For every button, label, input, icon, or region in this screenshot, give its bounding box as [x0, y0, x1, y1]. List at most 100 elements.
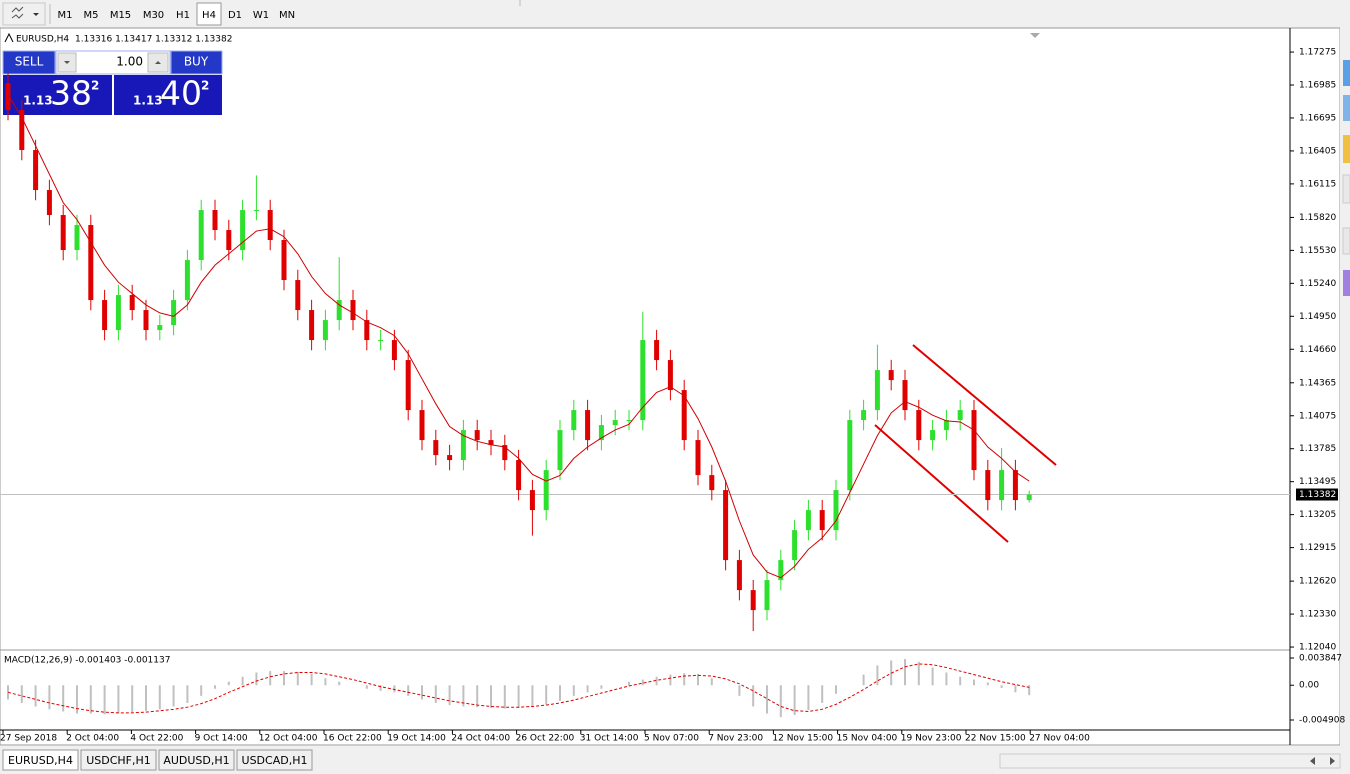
candle-body: [226, 230, 232, 251]
tab[interactable]: [236, 749, 313, 771]
timeframe-button[interactable]: W1: [253, 10, 269, 21]
current-price-label: 1.13382: [1299, 490, 1336, 500]
candle-body: [281, 240, 287, 281]
candle-body: [5, 83, 11, 111]
candle-body: [709, 475, 715, 491]
trend-line: [912, 344, 1057, 466]
dropdown-arrow: [33, 13, 39, 16]
candle-body: [723, 490, 729, 561]
candle-body: [88, 225, 94, 301]
sell-label: SELL: [15, 55, 44, 69]
x-tick-label: 4 Oct 22:00: [130, 734, 183, 744]
tab[interactable]: [158, 749, 235, 771]
tab-active[interactable]: [2, 749, 79, 771]
scrollbar[interactable]: [999, 753, 1341, 769]
buy-price-pips: 40: [160, 74, 202, 113]
candle-body: [102, 300, 108, 331]
candle-body: [888, 370, 894, 381]
x-tick-label: 5 Nov 07:00: [644, 734, 699, 744]
tools-button[interactable]: [2, 2, 46, 26]
candle-body: [184, 260, 190, 301]
sell-price-frac: 2: [91, 79, 99, 93]
x-tick-label: 9 Oct 14:00: [195, 734, 248, 744]
candle-body: [253, 210, 259, 212]
timeframe-button[interactable]: D1: [228, 10, 242, 21]
candle-body: [60, 215, 66, 251]
candle-body: [157, 325, 163, 331]
candle-body: [336, 300, 342, 321]
candle-body: [847, 420, 853, 491]
candle-body: [557, 430, 563, 471]
tab-label: EURUSD,H4: [8, 754, 73, 767]
side-icon: [1342, 174, 1350, 204]
side-icon: [1343, 270, 1350, 296]
tab-label: USDCHF,H1: [86, 754, 151, 767]
candle-body: [295, 280, 301, 311]
candle-body: [626, 420, 632, 422]
candle-body: [1026, 494, 1032, 501]
candle-body: [916, 410, 922, 441]
candle-body: [19, 110, 25, 151]
y-tick-label: 1.14660: [1299, 345, 1336, 355]
candle-body: [943, 420, 949, 431]
timeframe-button[interactable]: H1: [176, 10, 190, 21]
y-tick-label: 1.12620: [1299, 577, 1336, 587]
arrow-up: [155, 61, 161, 64]
sell-button[interactable]: [2, 50, 56, 75]
current-price-box: [1296, 488, 1338, 501]
timeframe-button[interactable]: M30: [143, 10, 164, 21]
y-tick-label: 1.14075: [1299, 411, 1336, 421]
symbol-ohlc: 1.13316 1.13417 1.13312 1.13382: [75, 35, 232, 45]
scroll-arrows: [1310, 757, 1335, 765]
timeframe-button[interactable]: M15: [110, 10, 131, 21]
tab[interactable]: [80, 749, 157, 771]
x-tick-label: 27 Sep 2018: [0, 734, 57, 744]
symbol-name: EURUSD,H4: [16, 35, 69, 45]
candle-body: [171, 300, 177, 326]
candle-body: [571, 410, 577, 431]
x-tick-label: 2 Oct 04:00: [66, 734, 119, 744]
x-tick-label: 16 Oct 22:00: [323, 734, 382, 744]
sell-price-box[interactable]: [3, 75, 112, 115]
tab-label: AUDUSD,H1: [163, 754, 229, 767]
side-icon: [1343, 135, 1350, 163]
candle-body: [474, 430, 480, 441]
candle-body: [378, 340, 384, 342]
buy-price-box[interactable]: [114, 75, 222, 115]
timeframe-button[interactable]: M5: [84, 10, 99, 21]
candle-body: [309, 310, 315, 341]
candle-body: [985, 470, 991, 501]
candle-body: [115, 295, 121, 331]
buy-price-big: 1.13: [133, 94, 163, 108]
candle-body: [74, 225, 80, 251]
moving-average: [7, 94, 1030, 579]
buy-label: BUY: [184, 55, 209, 69]
candle-body: [598, 425, 604, 441]
candle-body: [736, 560, 742, 591]
y-tick-label: 1.16985: [1299, 81, 1336, 91]
candle-body: [516, 460, 522, 491]
y-tick-label: 1.14950: [1299, 312, 1336, 322]
buy-button[interactable]: [170, 50, 223, 75]
x-tick-label: 27 Nov 04:00: [1029, 734, 1090, 744]
timeframe-button[interactable]: H4: [202, 10, 216, 21]
x-tick-label: 31 Oct 14:00: [580, 734, 639, 744]
arrow-down: [64, 61, 70, 64]
candle-body: [957, 410, 963, 421]
candle-body: [750, 590, 756, 611]
candle-body: [212, 210, 218, 231]
candle-body: [640, 340, 646, 421]
macd-title: MACD(12,26,9) -0.001403 -0.001137: [4, 656, 170, 666]
candle-body: [805, 510, 811, 531]
timeframe-button[interactable]: M1: [58, 10, 73, 21]
lot-field[interactable]: [55, 50, 171, 75]
candle-body: [502, 445, 508, 461]
candle-body: [861, 410, 867, 421]
side-icon: [1342, 227, 1350, 255]
candle-body: [1012, 470, 1018, 501]
x-tick-label: 7 Nov 23:00: [708, 734, 763, 744]
trend-line: [874, 424, 1009, 543]
timeframe-button[interactable]: MN: [279, 10, 295, 21]
